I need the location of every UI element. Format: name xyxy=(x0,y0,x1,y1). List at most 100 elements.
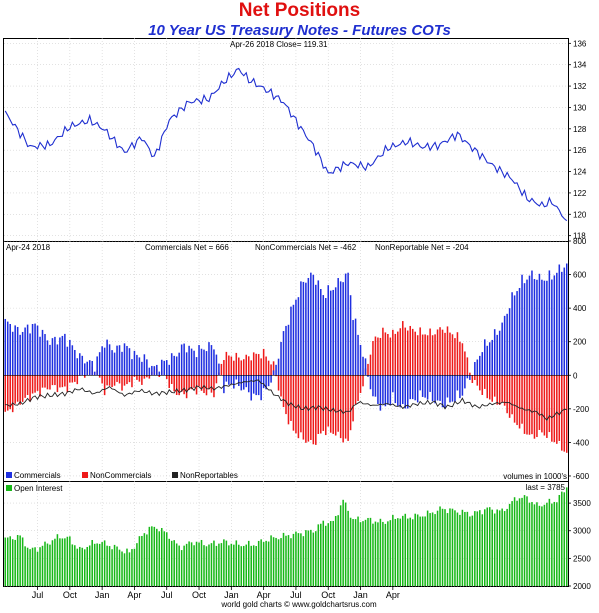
noncommercials-bar xyxy=(305,375,307,443)
commercials-net: Commercials Net = 666 xyxy=(145,243,229,252)
open-interest-bar xyxy=(79,546,81,586)
open-interest-bar xyxy=(151,526,153,586)
noncommercials-bar xyxy=(101,375,103,384)
open-interest-bar xyxy=(238,544,240,586)
noncommercials-bar xyxy=(367,363,369,376)
noncommercials-bar xyxy=(471,375,474,383)
commercials-bar xyxy=(486,345,489,376)
commercials-bar xyxy=(108,344,111,376)
open-interest-bar xyxy=(292,533,295,586)
noncommercials-bar xyxy=(526,375,528,435)
open-interest-bar xyxy=(496,509,498,586)
open-interest-bar xyxy=(521,497,523,586)
open-interest-bar xyxy=(310,529,312,586)
commercials-bar xyxy=(429,375,431,392)
open-interest-bar xyxy=(235,540,238,586)
noncommercials-bar xyxy=(332,375,334,434)
noncommercials-bar xyxy=(270,364,272,376)
noncommercials-net: NonCommercials Net = -462 xyxy=(255,243,357,252)
noncommercials-bar xyxy=(148,375,151,379)
noncommercials-bar xyxy=(466,357,469,376)
price-tick-label: 118 xyxy=(573,232,586,241)
open-interest-bar xyxy=(36,551,39,586)
open-interest-bar xyxy=(138,536,141,586)
noncommercials-bar xyxy=(523,375,526,434)
open-interest-bar xyxy=(322,520,325,586)
open-interest-bar xyxy=(230,543,233,586)
commercials-bar xyxy=(16,326,19,376)
noncommercials-bar xyxy=(203,375,205,394)
noncommercials-bar xyxy=(31,375,34,394)
commercials-bar xyxy=(69,339,71,376)
commercials-bar xyxy=(91,360,93,376)
noncommercials-bar xyxy=(491,375,493,402)
commercials-bar xyxy=(245,375,248,388)
commercials-bar xyxy=(421,375,424,397)
noncommercials-bar xyxy=(200,375,203,391)
noncommercials-bar xyxy=(334,375,337,436)
open-interest-bar xyxy=(44,541,46,586)
noncommercials-bar xyxy=(424,334,426,376)
noncommercials-bar xyxy=(131,375,133,388)
footer-credit: world gold charts © www.goldchartsrus.co… xyxy=(220,600,377,609)
noncommercials-bar xyxy=(454,338,456,376)
noncommercials-bar xyxy=(230,356,233,376)
open-interest-bar xyxy=(461,509,464,586)
noncommercials-bar xyxy=(295,375,297,434)
commercials-bar xyxy=(121,351,123,376)
noncommercials-bar xyxy=(238,357,240,376)
open-interest-bar xyxy=(24,546,26,586)
price-tick-label: 134 xyxy=(573,61,587,70)
noncommercials-bar xyxy=(479,375,481,391)
noncommercials-bar xyxy=(503,375,506,406)
commercials-bar xyxy=(320,289,322,376)
noncommercials-bar xyxy=(180,375,183,392)
open-interest-bar xyxy=(342,499,344,586)
open-interest-bar xyxy=(476,511,479,586)
open-interest-bar xyxy=(170,540,173,586)
open-interest-bar xyxy=(312,532,315,586)
commercials-bar xyxy=(128,348,131,376)
noncommercials-bar xyxy=(553,375,556,443)
commercials-bar xyxy=(76,358,79,376)
commercials-bar xyxy=(493,329,496,376)
noncommercials-bar xyxy=(220,363,223,376)
commercials-bar xyxy=(11,331,14,376)
open-interest-bar xyxy=(508,503,511,586)
noncommercials-bar xyxy=(247,356,250,376)
commercials-bar xyxy=(96,356,98,376)
commercials-bar xyxy=(88,360,91,376)
open-interest-bar xyxy=(213,540,215,586)
open-interest-bar xyxy=(285,535,287,586)
commercials-bar xyxy=(287,324,290,376)
noncommercials-bar xyxy=(486,375,489,399)
open-interest-bar xyxy=(531,502,533,586)
open-interest-bar xyxy=(69,536,71,586)
open-interest-bar xyxy=(538,505,541,586)
commercials-bar xyxy=(185,352,188,376)
commercials-bar xyxy=(334,287,337,376)
noncommercials-bar xyxy=(64,375,66,387)
noncommercials-bar xyxy=(498,375,501,405)
commercials-bar xyxy=(74,349,76,376)
net-positions-tick-label: -200 xyxy=(573,405,590,414)
month-label: Jan xyxy=(224,590,239,600)
commercials-bar xyxy=(111,350,113,376)
commercials-bar xyxy=(379,375,382,411)
net-positions-legend: Commercials NonCommercials NonReportable… xyxy=(6,471,238,480)
noncommercials-bar xyxy=(74,375,76,382)
commercials-bar xyxy=(523,283,526,376)
commercials-bar xyxy=(143,354,146,376)
noncommercials-bar xyxy=(357,375,359,402)
noncommercials-bar xyxy=(521,375,523,424)
commercials-bar xyxy=(503,315,506,376)
noncommercials-bar xyxy=(143,375,146,379)
open-interest-bar xyxy=(434,514,436,586)
commercials-bar xyxy=(312,274,315,376)
legend-swatch-open-interest xyxy=(6,485,12,491)
commercials-bar xyxy=(454,375,456,403)
noncommercials-bar xyxy=(300,375,302,433)
noncommercials-bar xyxy=(536,375,538,438)
open-interest-bar xyxy=(210,543,213,586)
open-interest-bar xyxy=(141,535,143,586)
